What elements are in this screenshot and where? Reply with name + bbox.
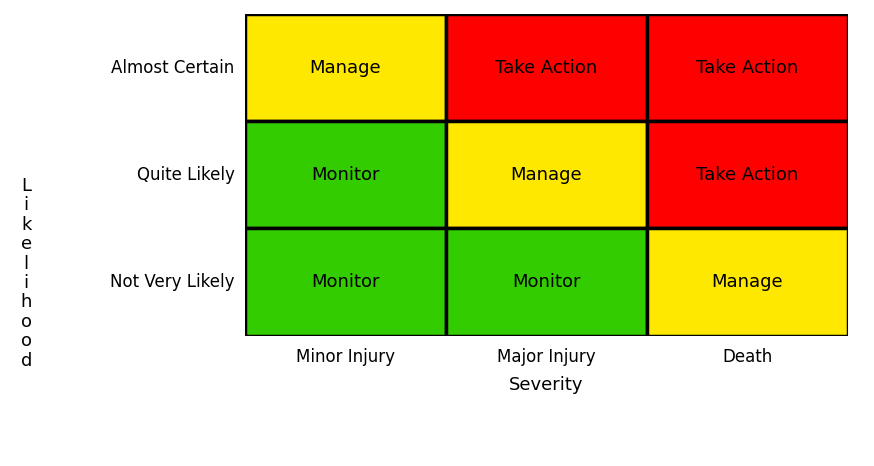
Text: Monitor: Monitor bbox=[512, 273, 580, 291]
FancyBboxPatch shape bbox=[647, 121, 848, 228]
Text: Take Action: Take Action bbox=[697, 166, 798, 184]
Text: Major Injury: Major Injury bbox=[497, 349, 595, 366]
FancyBboxPatch shape bbox=[245, 228, 446, 336]
FancyBboxPatch shape bbox=[446, 121, 647, 228]
Text: Death: Death bbox=[722, 349, 773, 366]
Text: L
i
k
e
l
i
h
o
o
d: L i k e l i h o o d bbox=[20, 177, 32, 370]
Text: Almost Certain: Almost Certain bbox=[111, 59, 235, 76]
Text: Manage: Manage bbox=[510, 166, 582, 184]
Text: Not Very Likely: Not Very Likely bbox=[110, 273, 235, 291]
FancyBboxPatch shape bbox=[446, 14, 647, 121]
Text: Severity: Severity bbox=[509, 376, 584, 394]
Text: Minor Injury: Minor Injury bbox=[295, 349, 395, 366]
Text: Take Action: Take Action bbox=[496, 59, 597, 76]
FancyBboxPatch shape bbox=[245, 14, 446, 121]
Text: Quite Likely: Quite Likely bbox=[137, 166, 235, 184]
Text: Monitor: Monitor bbox=[311, 273, 379, 291]
Text: Manage: Manage bbox=[711, 273, 783, 291]
FancyBboxPatch shape bbox=[647, 14, 848, 121]
FancyBboxPatch shape bbox=[647, 228, 848, 336]
FancyBboxPatch shape bbox=[446, 228, 647, 336]
Text: Manage: Manage bbox=[309, 59, 381, 76]
Text: Take Action: Take Action bbox=[697, 59, 798, 76]
Text: Monitor: Monitor bbox=[311, 166, 379, 184]
FancyBboxPatch shape bbox=[245, 121, 446, 228]
